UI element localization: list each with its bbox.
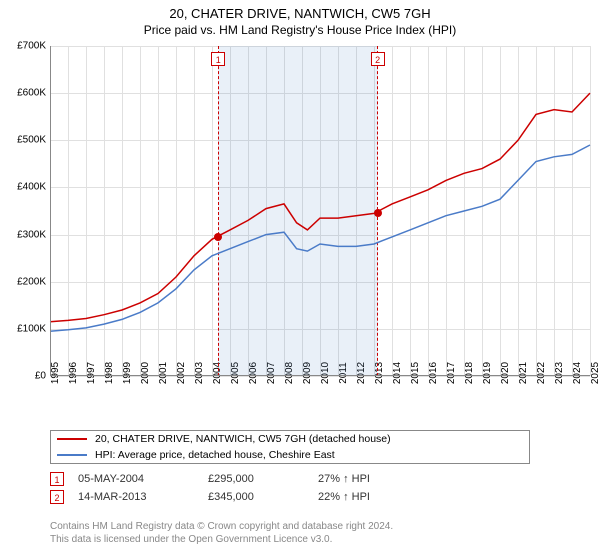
y-tick-label: £400K <box>2 182 46 193</box>
legend-swatch <box>57 454 87 456</box>
legend-label: HPI: Average price, detached house, Ches… <box>95 449 335 461</box>
sale-pct: 22% ↑ HPI <box>318 491 428 503</box>
chart-title: 20, CHATER DRIVE, NANTWICH, CW5 7GH <box>0 0 600 23</box>
sale-date: 14-MAR-2013 <box>78 491 208 503</box>
series-hpi <box>50 145 590 331</box>
y-axis <box>50 46 51 376</box>
sale-price: £295,000 <box>208 473 318 485</box>
chart-subtitle: Price paid vs. HM Land Registry's House … <box>0 23 600 41</box>
legend-item: 20, CHATER DRIVE, NANTWICH, CW5 7GH (det… <box>51 431 529 447</box>
chart-plot-area: £0£100K£200K£300K£400K£500K£600K£700K199… <box>50 46 590 376</box>
y-tick-label: £200K <box>2 276 46 287</box>
y-tick-label: £700K <box>2 41 46 52</box>
footnote: Contains HM Land Registry data © Crown c… <box>50 520 393 546</box>
y-tick-label: £300K <box>2 229 46 240</box>
y-tick-label: £100K <box>2 323 46 334</box>
sale-pct: 27% ↑ HPI <box>318 473 428 485</box>
sale-marker-badge: 2 <box>50 490 64 504</box>
sale-price: £345,000 <box>208 491 318 503</box>
footnote-line: This data is licensed under the Open Gov… <box>50 533 393 546</box>
sales-table: 1 05-MAY-2004£295,00027% ↑ HPI 2 14-MAR-201… <box>50 472 428 508</box>
chart-lines <box>50 46 590 376</box>
y-tick-label: £500K <box>2 135 46 146</box>
sale-row: 2 14-MAR-2013£345,00022% ↑ HPI <box>50 490 428 504</box>
y-tick-label: £0 <box>2 371 46 382</box>
footnote-line: Contains HM Land Registry data © Crown c… <box>50 520 393 533</box>
x-tick-label: 2025 <box>590 362 600 384</box>
sale-date: 05-MAY-2004 <box>78 473 208 485</box>
chart-container: 20, CHATER DRIVE, NANTWICH, CW5 7GH Pric… <box>0 0 600 560</box>
y-tick-label: £600K <box>2 88 46 99</box>
legend: 20, CHATER DRIVE, NANTWICH, CW5 7GH (det… <box>50 430 530 464</box>
series-price_paid <box>50 93 590 322</box>
legend-label: 20, CHATER DRIVE, NANTWICH, CW5 7GH (det… <box>95 433 391 445</box>
x-axis <box>50 375 590 376</box>
legend-swatch <box>57 438 87 440</box>
sale-row: 1 05-MAY-2004£295,00027% ↑ HPI <box>50 472 428 486</box>
gridline-v <box>590 46 591 376</box>
legend-item: HPI: Average price, detached house, Ches… <box>51 447 529 463</box>
sale-marker-badge: 1 <box>50 472 64 486</box>
